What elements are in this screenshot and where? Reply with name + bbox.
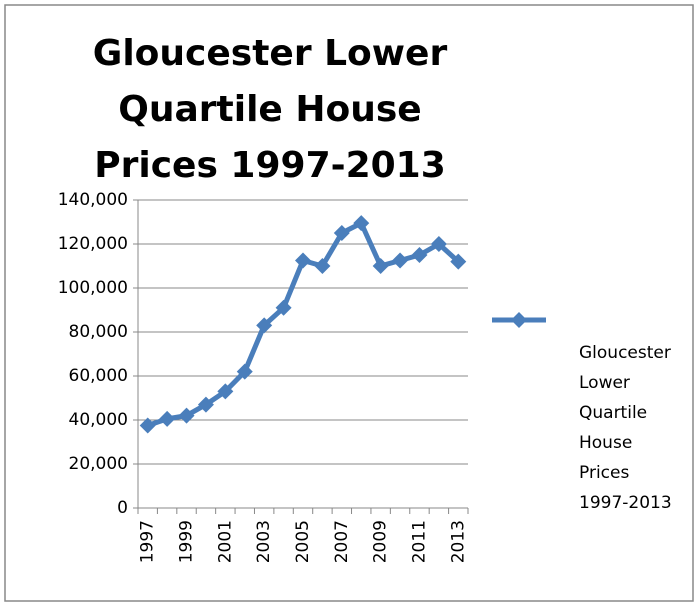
legend-label: Gloucester Lower Quartile House Prices 1… xyxy=(579,343,672,513)
x-tick-label: 2007 xyxy=(332,520,352,563)
data-point xyxy=(159,410,176,427)
data-point xyxy=(411,247,428,263)
chart-title: Gloucester Lower Quartile House Prices 1… xyxy=(92,33,448,186)
x-tick-label: 1999 xyxy=(177,520,197,563)
x-tick-label: 2009 xyxy=(371,520,391,563)
y-tick-label: 120,000 xyxy=(58,234,128,254)
x-tick-label: 2001 xyxy=(215,520,235,563)
data-point xyxy=(372,258,389,274)
x-tick-label: 1997 xyxy=(138,520,158,563)
data-point xyxy=(333,225,350,241)
data-point xyxy=(450,253,467,270)
y-tick-label: 20,000 xyxy=(69,454,128,474)
data-point xyxy=(256,317,273,334)
y-tick-label: 60,000 xyxy=(69,366,128,386)
data-point xyxy=(178,407,195,424)
x-tick-label: 2003 xyxy=(254,520,274,563)
y-tick-label: 80,000 xyxy=(69,322,128,342)
x-tick-label: 2005 xyxy=(293,520,313,563)
data-point xyxy=(236,363,253,380)
chart-border xyxy=(4,4,694,602)
y-tick-label: 0 xyxy=(117,498,128,518)
data-point xyxy=(392,252,409,269)
data-point xyxy=(275,299,292,316)
y-tick-label: 40,000 xyxy=(69,410,128,430)
data-point xyxy=(139,417,156,434)
x-tick-label: 2013 xyxy=(448,520,468,563)
y-tick-label: 140,000 xyxy=(58,190,128,210)
data-point xyxy=(353,215,370,232)
data-point xyxy=(295,252,311,269)
data-point xyxy=(314,258,331,274)
x-tick-label: 2011 xyxy=(409,520,429,563)
data-point xyxy=(430,236,447,252)
data-point xyxy=(197,396,214,413)
legend-marker xyxy=(511,312,527,328)
y-tick-label: 100,000 xyxy=(58,278,128,298)
data-point xyxy=(217,383,234,400)
